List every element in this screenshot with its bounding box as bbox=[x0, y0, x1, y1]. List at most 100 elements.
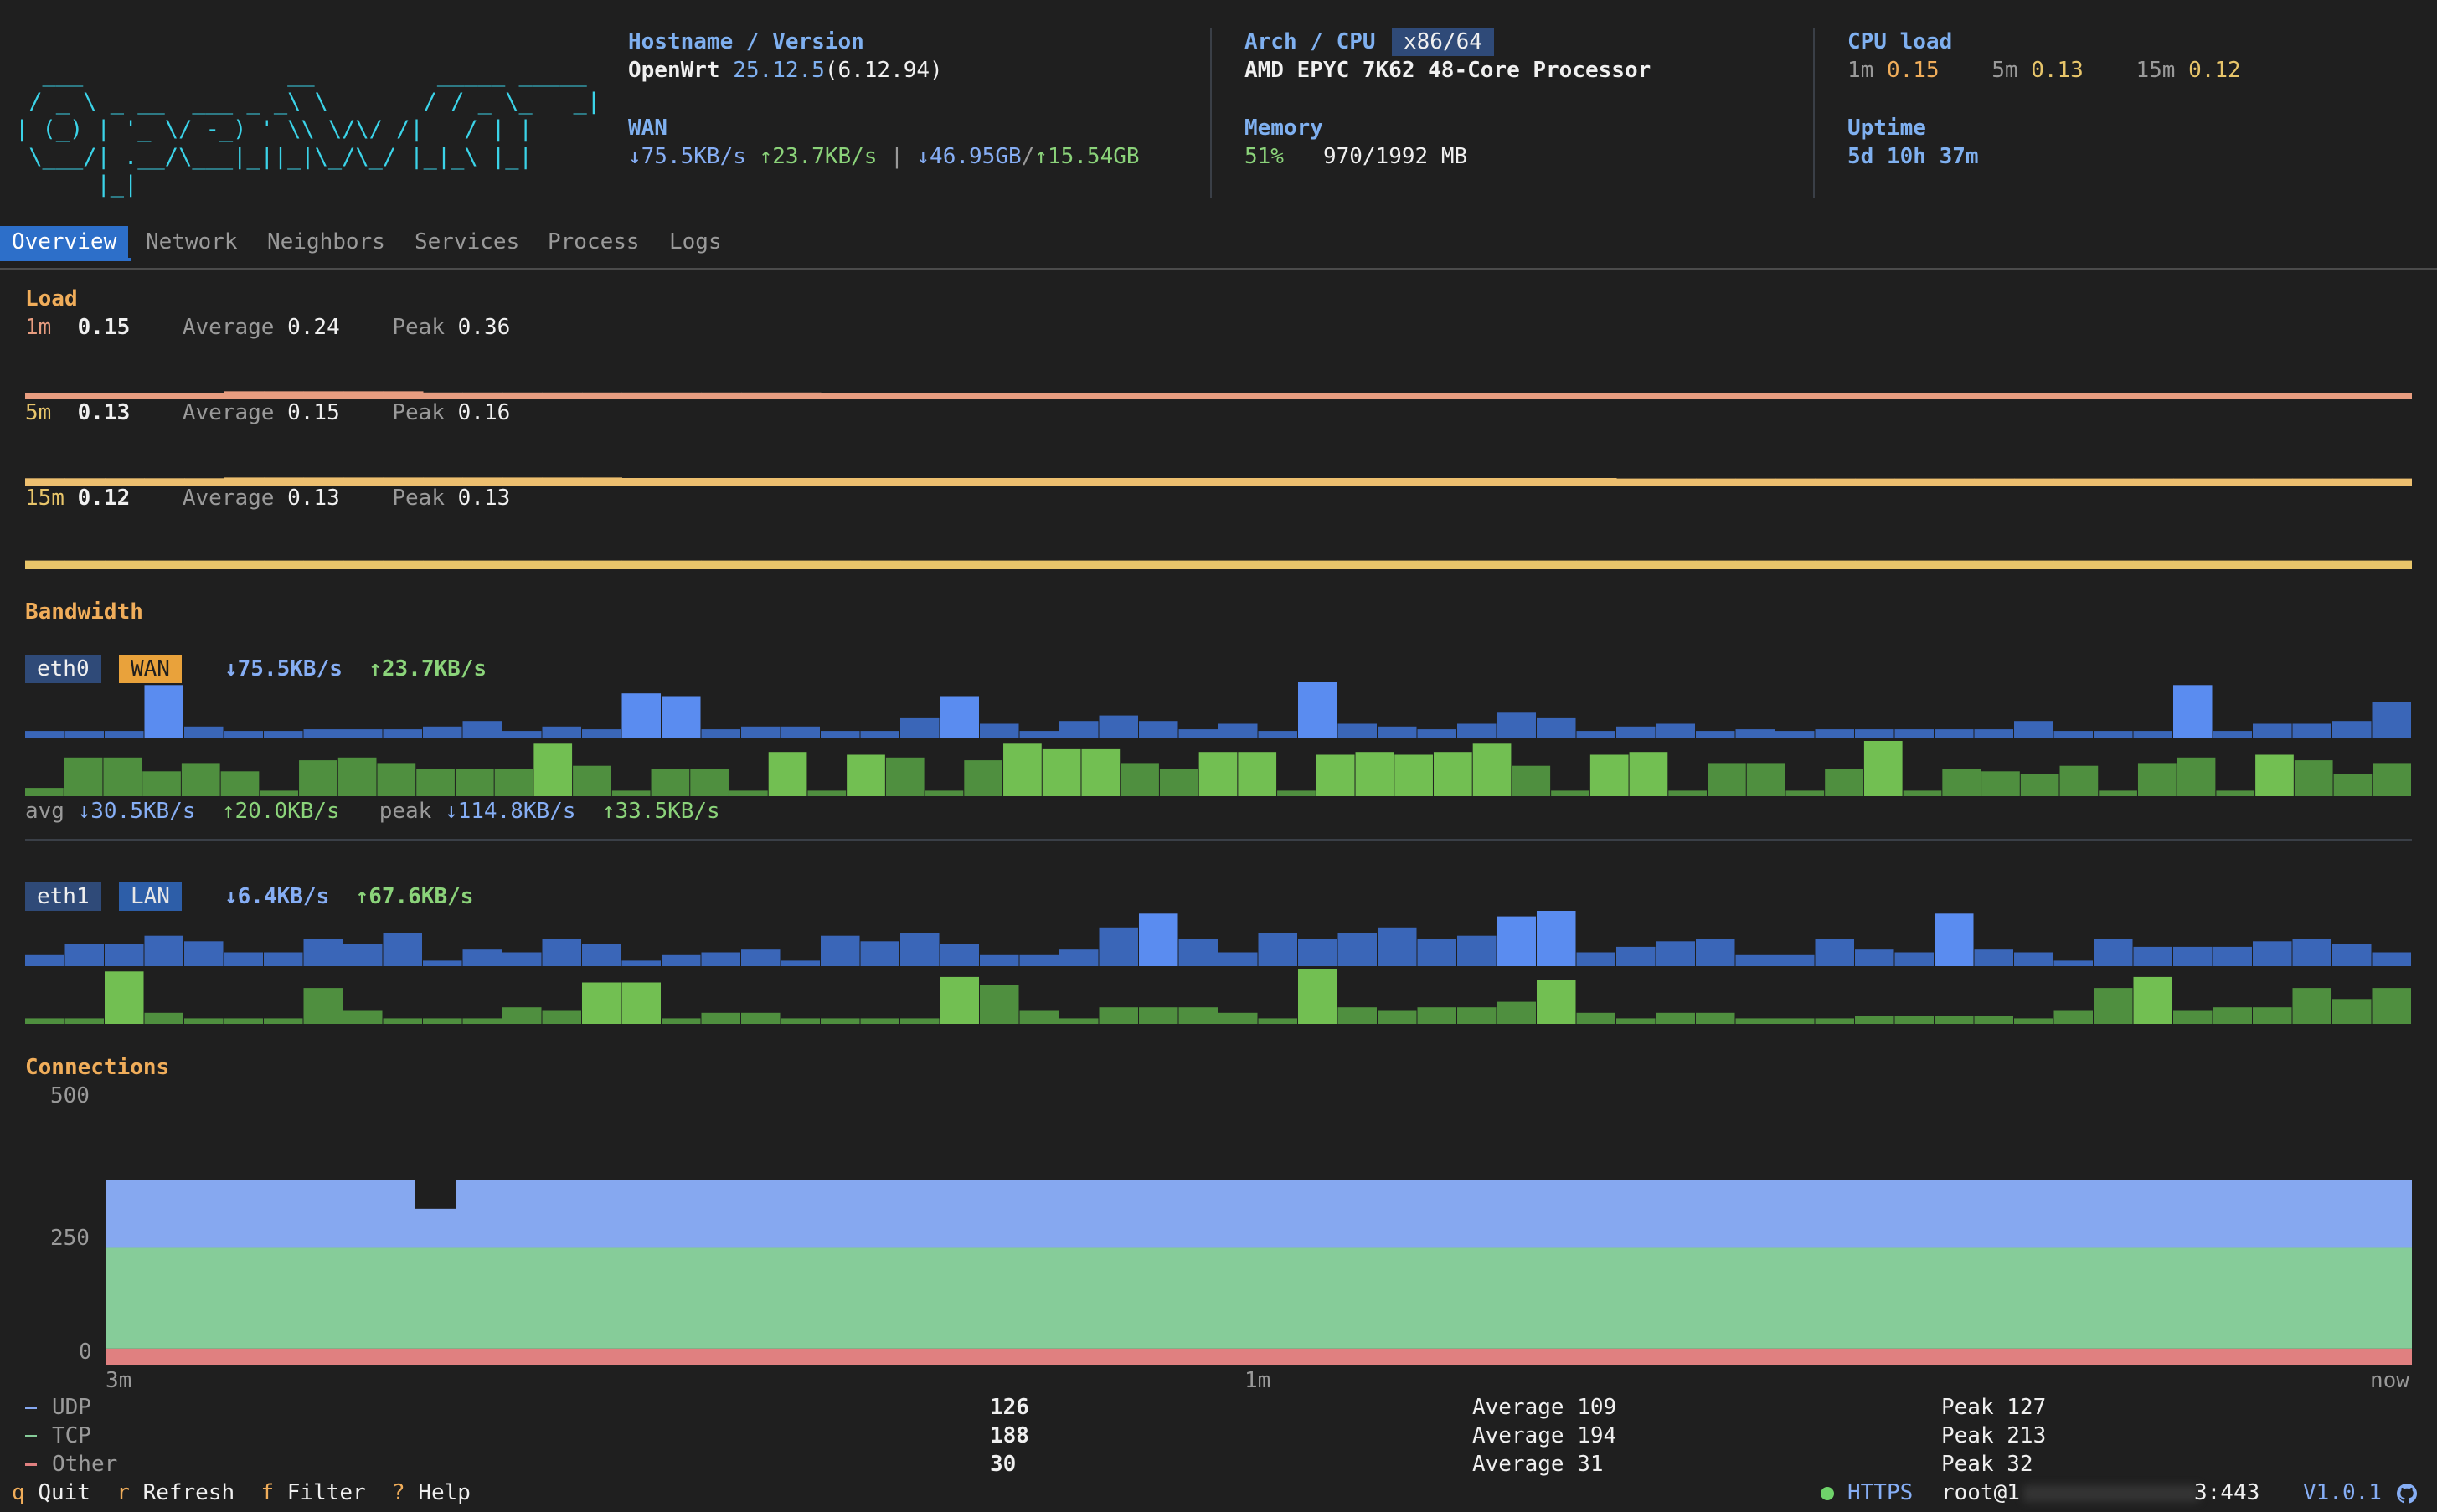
load-1m-bar bbox=[701, 392, 742, 399]
tab-network[interactable]: Network bbox=[146, 229, 238, 255]
conn-y-tick-250: 250 bbox=[50, 1226, 90, 1251]
iface-eth1-download-bar bbox=[462, 949, 502, 966]
header-divider-1 bbox=[1210, 28, 1212, 198]
conn-x-tick-1m: 1m bbox=[1244, 1368, 1271, 1393]
iface-eth1-upload-bar bbox=[821, 1018, 860, 1024]
load-1m-bar bbox=[1855, 393, 1895, 399]
hostname-value: OpenWrt 25.12.5(6.12.94) bbox=[628, 56, 943, 85]
iface-eth1-upload-bar bbox=[701, 1012, 740, 1024]
load-15m-bar bbox=[1059, 560, 1100, 569]
iface-eth1-download-graph bbox=[25, 911, 2411, 966]
iface-eth0-download-bar bbox=[821, 731, 860, 738]
tab-logs[interactable]: Logs bbox=[669, 229, 722, 255]
iface-eth0-download-bar bbox=[1298, 682, 1337, 738]
iface-eth0-upload-bar bbox=[729, 790, 768, 796]
iface-eth1-upload-bar bbox=[144, 1012, 183, 1024]
iface-eth1-download-bar bbox=[2053, 960, 2093, 966]
load-1m-bar bbox=[1576, 393, 1617, 399]
iface-eth1-download-bar bbox=[980, 954, 1019, 966]
iface-eth1-upload-bar bbox=[1178, 1007, 1218, 1024]
iface-eth1-upload-bar bbox=[1497, 1001, 1536, 1024]
iface-eth0-download-bar bbox=[1139, 721, 1178, 738]
iface-eth1-download-bar bbox=[701, 952, 740, 966]
key-help-key[interactable]: ? bbox=[392, 1480, 405, 1505]
github-icon[interactable] bbox=[2397, 1484, 2417, 1504]
iface-eth1-upload-bar bbox=[582, 982, 621, 1024]
iface-eth1-download-bar bbox=[1656, 941, 1695, 966]
iface-eth1-name: eth1 bbox=[25, 882, 101, 911]
load-row-1m: 1m 0.15 Average 0.24 Peak 0.36 bbox=[25, 313, 510, 342]
iface-eth0-upload-bar bbox=[25, 788, 64, 796]
tab-services[interactable]: Services bbox=[415, 229, 520, 255]
iface-eth1-upload-bar bbox=[662, 1018, 701, 1024]
iface-eth1-upload-bar bbox=[303, 988, 343, 1024]
load-1m-bar bbox=[980, 393, 1020, 399]
load-1m-bar bbox=[1815, 393, 1856, 399]
load-1m-bar bbox=[1537, 393, 1577, 399]
iface-eth1-download-bar bbox=[1019, 954, 1059, 966]
iface-eth1-upload-bar bbox=[1855, 1016, 1894, 1024]
legend-peak-other: Peak 32 bbox=[1941, 1452, 2033, 1477]
load-1m-bar bbox=[1019, 393, 1060, 399]
iface-eth1-upload-bar bbox=[1298, 969, 1337, 1024]
load-1m-avg-label: Average bbox=[182, 315, 275, 340]
load-5m-bar bbox=[1258, 478, 1299, 486]
legend-current-other: 30 bbox=[990, 1452, 1017, 1477]
tab-process[interactable]: Process bbox=[548, 229, 640, 255]
load-15m-bar bbox=[1576, 560, 1617, 569]
iface-eth0-upload-bar bbox=[2020, 774, 2059, 796]
iface-eth1-download-bar bbox=[1775, 954, 1815, 966]
iface-eth1-download-bar bbox=[423, 960, 462, 966]
iface-eth0-download-bar bbox=[105, 731, 144, 738]
legend-current-udp: 126 bbox=[990, 1395, 1029, 1420]
load-5m-bar bbox=[662, 478, 702, 486]
iface-eth1-download-bar bbox=[781, 960, 820, 966]
iface-eth1-download-bar bbox=[1218, 952, 1258, 966]
legend-name-udp: UDP bbox=[52, 1395, 91, 1420]
load-1m-bar bbox=[542, 392, 583, 399]
iface-eth1-download-bar bbox=[1099, 927, 1138, 966]
footer-keys: q Quit r Refresh f Filter ? Help bbox=[12, 1479, 471, 1507]
load-5m-bar bbox=[1537, 478, 1577, 486]
key-help-label[interactable]: Help bbox=[418, 1480, 471, 1505]
legend-average-other: Average 31 bbox=[1472, 1452, 1604, 1477]
load-1m-avg: 0.24 bbox=[287, 315, 340, 340]
iface-eth1-upload-bar bbox=[25, 1018, 64, 1024]
iface-eth1-upload-graph bbox=[25, 969, 2411, 1024]
cpu-load-5m: 0.13 bbox=[2031, 58, 2084, 83]
load-1m-peak: 0.36 bbox=[457, 315, 511, 340]
key-quit-label[interactable]: Quit bbox=[38, 1480, 90, 1505]
iface-eth0-download-bar bbox=[1417, 729, 1456, 738]
iface-eth1-download-bar bbox=[1417, 939, 1456, 966]
key-filter-key[interactable]: f bbox=[260, 1480, 275, 1505]
hostname-name: OpenWrt bbox=[628, 58, 720, 83]
key-refresh-label[interactable]: Refresh bbox=[142, 1480, 235, 1505]
iface-eth1-download-bar bbox=[860, 941, 899, 966]
iface-eth0-download-bar bbox=[1178, 729, 1218, 738]
wan-down-total: ↓46.95GB bbox=[916, 144, 1022, 169]
iface-eth1-upload-bar bbox=[1378, 1010, 1417, 1024]
tab-neighbors[interactable]: Neighbors bbox=[267, 229, 385, 255]
iface-eth1-upload-bar bbox=[1815, 1018, 1854, 1024]
load-5m-bar bbox=[2094, 478, 2134, 486]
load-5m-bar bbox=[1457, 478, 1497, 486]
load-15m-bar bbox=[1735, 560, 1776, 569]
legend-name-other: Other bbox=[52, 1452, 118, 1477]
iface-eth1-upload-bar bbox=[1059, 1018, 1099, 1024]
key-filter-label[interactable]: Filter bbox=[286, 1480, 366, 1505]
iface-eth1-download-bar bbox=[64, 944, 104, 966]
iface-eth0-upload-bar bbox=[2333, 774, 2373, 796]
iface-eth1-upload-bar bbox=[462, 1018, 502, 1024]
iface-eth0-download-bar bbox=[1099, 715, 1138, 738]
key-refresh-key[interactable]: r bbox=[116, 1480, 130, 1505]
load-15m-bar bbox=[1696, 560, 1736, 569]
key-quit-key[interactable]: q bbox=[12, 1480, 25, 1505]
iface-eth0-download-bar bbox=[2133, 731, 2172, 738]
iface-eth1-upload-bar bbox=[383, 1018, 422, 1024]
iface-eth0-download-bar bbox=[25, 731, 64, 738]
legend-name-tcp: TCP bbox=[52, 1423, 91, 1448]
iface-eth0-download-bar bbox=[1378, 726, 1417, 738]
tab-overview[interactable]: Overview bbox=[0, 226, 129, 258]
load-1m-bar bbox=[860, 393, 901, 399]
iface-eth1-download-bar bbox=[1497, 916, 1536, 966]
